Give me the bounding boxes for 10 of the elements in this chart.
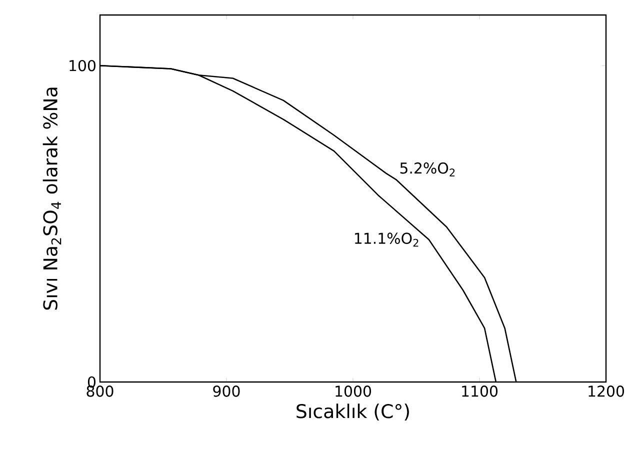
x-tick-label: 1100 <box>462 386 498 397</box>
x-axis-title: Sıcaklık (C°) <box>296 404 409 421</box>
x-tick-label: 800 <box>86 386 114 397</box>
series-label: 11.1%O$_{2}$ <box>354 232 418 247</box>
x-tick-label: 900 <box>213 386 240 397</box>
y-axis-title: Sıvı Na$_{2}$SO$_{4}$ olarak %Na <box>42 88 62 310</box>
series-label: 5.2%O$_{2}$ <box>400 162 455 176</box>
x-tick-label: 1200 <box>588 386 624 397</box>
y-tick-label: 100 <box>70 60 96 72</box>
x-tick-label: 1000 <box>336 386 372 397</box>
